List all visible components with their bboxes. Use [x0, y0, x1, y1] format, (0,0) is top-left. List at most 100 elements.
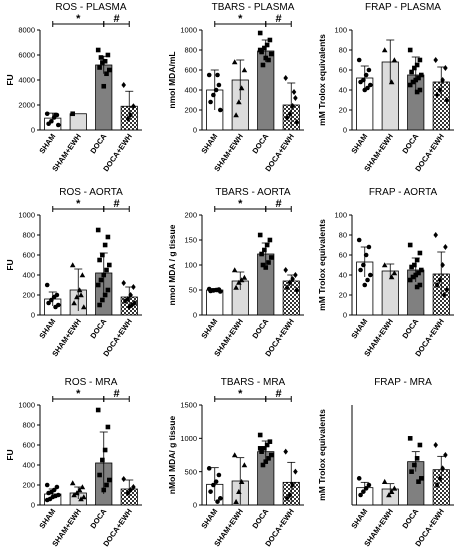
data-point — [407, 436, 413, 441]
significance-label: # — [113, 198, 119, 210]
data-point — [391, 57, 398, 63]
panel-title: ROS - AORTA — [59, 187, 123, 198]
data-point — [264, 442, 270, 448]
data-point — [97, 472, 102, 478]
data-point — [262, 446, 267, 451]
data-point — [105, 287, 111, 293]
data-point — [294, 287, 300, 293]
category-label: DOCA — [400, 317, 420, 341]
data-point — [105, 424, 111, 430]
data-point — [125, 490, 131, 496]
data-point — [418, 267, 424, 273]
data-point — [238, 478, 245, 484]
data-point — [268, 255, 274, 260]
panel-title: TBARS - AORTA — [215, 187, 291, 198]
data-point — [417, 57, 423, 63]
y-tick-label: 1000 — [18, 211, 35, 220]
data-point — [358, 79, 363, 85]
y-tick-label: 100 — [184, 261, 197, 270]
data-point — [105, 52, 111, 58]
data-point — [257, 446, 263, 451]
data-point — [356, 476, 362, 481]
data-point — [414, 62, 420, 68]
data-point — [409, 264, 414, 270]
data-point — [69, 262, 76, 268]
data-point — [100, 457, 105, 463]
data-point — [216, 472, 222, 478]
data-point — [417, 282, 423, 288]
data-point — [381, 262, 388, 268]
data-point — [257, 47, 263, 53]
data-point — [69, 480, 76, 486]
data-point — [284, 495, 290, 502]
y-tick-label: 20 — [339, 291, 347, 300]
data-point — [216, 82, 222, 88]
data-point — [263, 55, 269, 61]
data-point — [54, 484, 60, 490]
data-point — [262, 45, 267, 51]
data-point — [366, 482, 372, 488]
data-point — [412, 65, 417, 71]
data-point — [433, 57, 439, 63]
y-tick-label: 1000 — [180, 26, 197, 35]
bar — [69, 113, 87, 131]
data-point — [407, 242, 413, 248]
data-point — [241, 274, 248, 280]
data-point — [44, 282, 50, 288]
data-point — [71, 300, 77, 306]
data-point — [46, 490, 51, 496]
category-label: SHAM — [37, 507, 57, 530]
panel-title: FRAP - PLASMA — [365, 2, 441, 13]
data-point — [101, 272, 107, 278]
data-point — [287, 111, 293, 117]
y-tick-label: 20 — [339, 106, 347, 115]
data-point — [267, 237, 273, 243]
data-point — [44, 111, 50, 117]
data-point — [263, 459, 269, 464]
data-point — [257, 232, 263, 238]
y-axis-label: mM Trolox equivalents — [317, 409, 327, 501]
data-point — [266, 456, 271, 461]
panel-title: ROS - PLASMA — [55, 2, 126, 13]
data-point — [102, 447, 108, 453]
data-point — [80, 494, 87, 500]
data-point — [131, 284, 136, 290]
y-tick-label: 400 — [184, 86, 197, 95]
data-point — [434, 482, 440, 488]
data-point — [55, 122, 61, 128]
data-point — [208, 288, 213, 294]
data-point — [101, 83, 107, 89]
y-tick-label: 0 — [193, 501, 197, 510]
data-point — [366, 67, 372, 73]
data-point — [236, 99, 242, 105]
data-point — [102, 58, 108, 64]
data-point — [363, 72, 369, 78]
panel-4: TBARS - AORTA nmol MDA / g tissue 0 50 100 15… — [167, 187, 304, 358]
data-point — [44, 497, 50, 503]
data-point — [409, 69, 414, 75]
data-point — [443, 244, 448, 250]
data-point — [104, 267, 109, 273]
data-point — [206, 72, 212, 78]
data-point — [98, 55, 104, 60]
data-point — [121, 82, 127, 88]
category-label: SHAM — [349, 507, 369, 530]
y-tick-label: 40 — [339, 86, 347, 95]
data-point — [231, 452, 238, 458]
y-tick-label: 800 — [22, 231, 35, 240]
data-point — [381, 47, 388, 53]
data-point — [211, 482, 216, 488]
data-point — [363, 486, 369, 491]
significance-label: * — [238, 198, 243, 210]
bar — [257, 50, 275, 131]
data-point — [361, 489, 366, 494]
data-point — [79, 484, 86, 490]
data-point — [437, 87, 443, 93]
data-point — [215, 72, 220, 78]
data-point — [241, 67, 248, 73]
data-point — [71, 492, 77, 498]
data-point — [284, 115, 290, 121]
significance-label: * — [238, 388, 243, 400]
data-point — [416, 75, 421, 81]
data-point — [104, 71, 109, 77]
